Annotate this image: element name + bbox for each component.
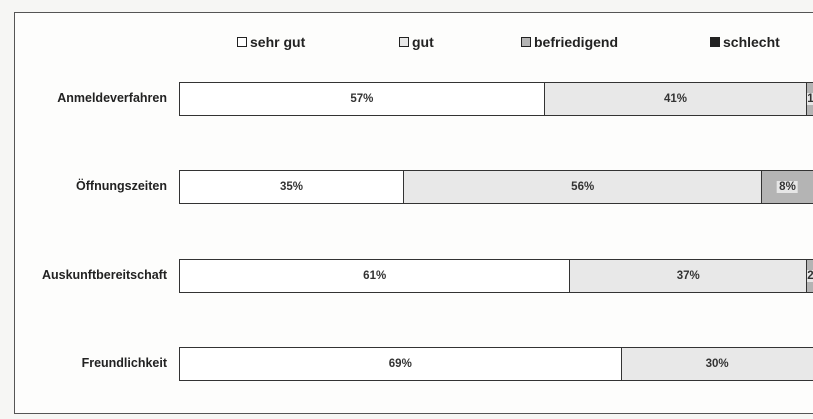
bar-2-1: 37%	[569, 259, 808, 293]
category-label-0: Anmeldeverfahren	[57, 91, 167, 105]
bar-3-0: 69%	[179, 347, 622, 381]
legend-item-2: befriedigend	[521, 34, 618, 50]
bar-0-0: 57%	[179, 82, 545, 116]
data-label-0-0: 57%	[350, 93, 374, 105]
legend-item-0: sehr gut	[237, 34, 305, 50]
category-label-3: Freundlichkeit	[81, 356, 167, 370]
bar-2-0: 61%	[179, 259, 571, 293]
bar-1-2: 8%	[761, 170, 813, 204]
data-label-1-0: 35%	[279, 181, 304, 193]
bar-1-0: 35%	[179, 170, 404, 204]
legend-item-3: schlecht	[710, 34, 780, 50]
legend-label-2: befriedigend	[534, 34, 619, 50]
bar-1-1: 56%	[403, 170, 763, 204]
data-label-0-2: 1	[807, 93, 813, 105]
legend-label-1: gut	[412, 34, 434, 50]
data-label-3-0: 69%	[388, 358, 412, 370]
data-label-1-2: 8%	[777, 181, 798, 193]
legend-swatch-1	[399, 37, 409, 47]
bar-row-1: 35% 56% 8%	[179, 170, 813, 204]
legend-label-0: sehr gut	[250, 34, 306, 50]
data-label-1-1: 56%	[571, 181, 595, 193]
bar-row-3: 69% 30%	[179, 347, 813, 381]
data-label-0-1: 41%	[663, 93, 687, 105]
data-label-2-1: 37%	[676, 270, 700, 282]
bar-row-2: 61% 37% 2	[179, 259, 813, 293]
data-label-2-0: 61%	[363, 270, 387, 282]
legend-swatch-2	[521, 37, 531, 47]
legend-label-3: schlecht	[723, 34, 780, 50]
data-label-3-1: 30%	[705, 358, 729, 370]
legend-swatch-0	[237, 37, 247, 47]
bar-0-1: 41%	[543, 82, 808, 116]
bar-3-1: 30%	[620, 347, 813, 381]
legend-swatch-3	[710, 37, 720, 47]
category-label-2: Auskunftbereitschaft	[41, 268, 167, 282]
category-label-1: Öffnungszeiten	[76, 179, 167, 193]
data-label-2-2: 2	[807, 270, 813, 282]
bar-row-0: 57% 41% 1	[179, 82, 813, 116]
bar-0-2: 1	[806, 82, 813, 116]
bar-2-2: 2	[806, 259, 813, 293]
legend-item-1: gut	[399, 34, 434, 50]
